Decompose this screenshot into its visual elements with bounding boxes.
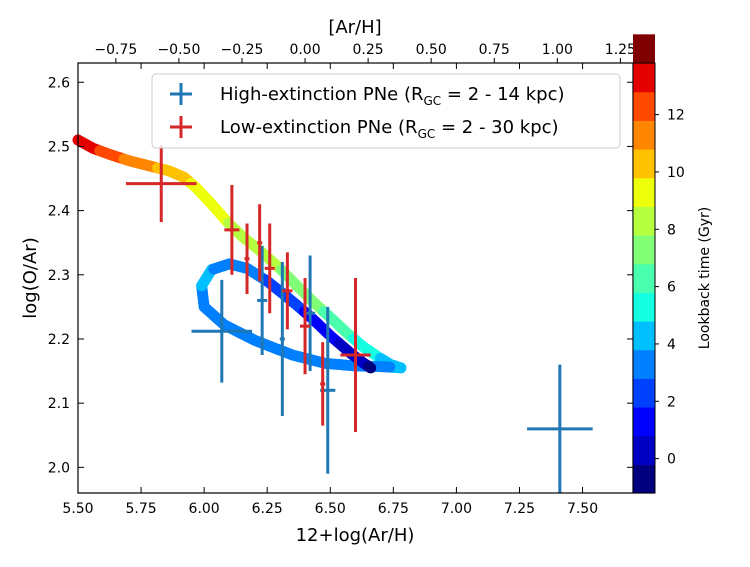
colorbar-segment bbox=[633, 63, 655, 93]
errorbar-low-extinction bbox=[244, 223, 250, 295]
errorbar-high-extinction bbox=[305, 255, 316, 372]
colorbar-segment bbox=[633, 206, 655, 236]
y-tick-label: 2.1 bbox=[48, 396, 70, 412]
top-axis-title: [Ar/H] bbox=[328, 17, 381, 38]
errorbar-low-extinction bbox=[282, 252, 293, 330]
x-tick-label: 7.00 bbox=[441, 501, 472, 517]
errorbar-low-extinction bbox=[300, 278, 311, 375]
colorbar-frame bbox=[632, 62, 656, 494]
y-tick-label: 2.2 bbox=[48, 332, 70, 348]
errorbar-high-extinction bbox=[279, 261, 285, 416]
error-bars bbox=[125, 145, 593, 493]
colorbar-segment bbox=[633, 149, 655, 179]
y-tick-label: 2.5 bbox=[48, 139, 70, 155]
y-axis-title: log(O/Ar) bbox=[20, 237, 41, 318]
errorbar-low-extinction bbox=[320, 342, 326, 426]
x-tick-label: 6.00 bbox=[189, 501, 220, 517]
y-tick-label: 2.0 bbox=[48, 460, 70, 476]
colorbar-segment bbox=[633, 91, 655, 121]
colorbar-segment bbox=[633, 120, 655, 150]
legend-label-low-extinction: Low-extinction PNe (RGC = 2 - 30 kpc) bbox=[220, 117, 559, 141]
legend-marker-high-extinction bbox=[170, 83, 192, 105]
x-tick-label: 6.50 bbox=[315, 501, 346, 517]
axis-ticks: 5.50 5.75 6.00 6.25 6.50 6.75 7.00 7.25 7.50 2.0 2… bbox=[48, 42, 636, 517]
x-tick-label: 7.25 bbox=[504, 501, 535, 517]
colorbar: 0 2 4 6 8 10 12 bbox=[633, 34, 685, 494]
colorbar-tick-label: 2 bbox=[667, 394, 676, 410]
x-axis-title: 12+log(Ar/H) bbox=[296, 525, 415, 546]
colorbar-tick-label: 8 bbox=[667, 222, 676, 238]
y-tick-label: 2.3 bbox=[48, 268, 70, 284]
errorbar-low-extinction bbox=[340, 278, 371, 433]
x-tick-label: 6.25 bbox=[252, 501, 283, 517]
colorbar-tick-label: 6 bbox=[667, 280, 676, 296]
errorbar-high-extinction bbox=[527, 364, 593, 493]
errorbar-low-extinction bbox=[125, 145, 197, 223]
top-tick-label: 0.00 bbox=[289, 42, 320, 58]
top-tick-label: 0.75 bbox=[479, 42, 510, 58]
errorbar-low-extinction bbox=[224, 184, 240, 275]
errorbar-high-extinction bbox=[191, 279, 253, 383]
top-tick-label: 1.25 bbox=[605, 42, 636, 58]
colorbar-segment bbox=[633, 349, 655, 379]
colorbar-tick-label: 12 bbox=[667, 108, 685, 124]
x-tick-label: 5.75 bbox=[125, 501, 156, 517]
x-tick-label: 5.50 bbox=[62, 501, 93, 517]
legend-label-high-extinction: High-extinction PNe (RGC = 2 - 14 kpc) bbox=[220, 84, 564, 108]
model-track-marker bbox=[365, 362, 377, 374]
top-tick-label: −0.50 bbox=[157, 42, 200, 58]
colorbar-segment bbox=[633, 321, 655, 351]
top-tick-label: −0.25 bbox=[221, 42, 264, 58]
colorbar-segment bbox=[633, 435, 655, 465]
legend-box bbox=[151, 73, 621, 149]
colorbar-tick-label: 4 bbox=[667, 337, 676, 353]
colorbar-segment bbox=[633, 378, 655, 408]
colorbar-segment bbox=[633, 263, 655, 293]
colorbar-title: Lookback time (Gyr) bbox=[697, 207, 713, 349]
legend-marker-low-extinction bbox=[170, 116, 192, 138]
top-tick-label: 1.00 bbox=[542, 42, 573, 58]
colorbar-segment bbox=[633, 407, 655, 437]
colorbar-tick-label: 10 bbox=[667, 165, 685, 181]
errorbar-low-extinction bbox=[257, 204, 263, 282]
x-tick-label: 7.50 bbox=[567, 501, 598, 517]
colorbar-segment bbox=[633, 292, 655, 322]
legend: High-extinction PNe (RGC = 2 - 14 kpc) L… bbox=[151, 73, 621, 149]
top-tick-label: 0.25 bbox=[353, 42, 384, 58]
top-tick-label: −0.75 bbox=[94, 42, 137, 58]
colorbar-segment bbox=[633, 235, 655, 265]
errorbar-low-extinction bbox=[264, 223, 275, 314]
top-tick-label: 0.50 bbox=[416, 42, 447, 58]
colorbar-segment bbox=[633, 464, 655, 494]
errorbar-high-extinction bbox=[257, 245, 268, 356]
x-tick-label: 6.75 bbox=[378, 501, 409, 517]
y-tick-label: 2.6 bbox=[48, 75, 70, 91]
colorbar-tick-label: 0 bbox=[667, 452, 676, 468]
colorbar-segment bbox=[633, 34, 655, 64]
colorbar-segment bbox=[633, 177, 655, 207]
y-tick-label: 2.4 bbox=[48, 204, 70, 220]
